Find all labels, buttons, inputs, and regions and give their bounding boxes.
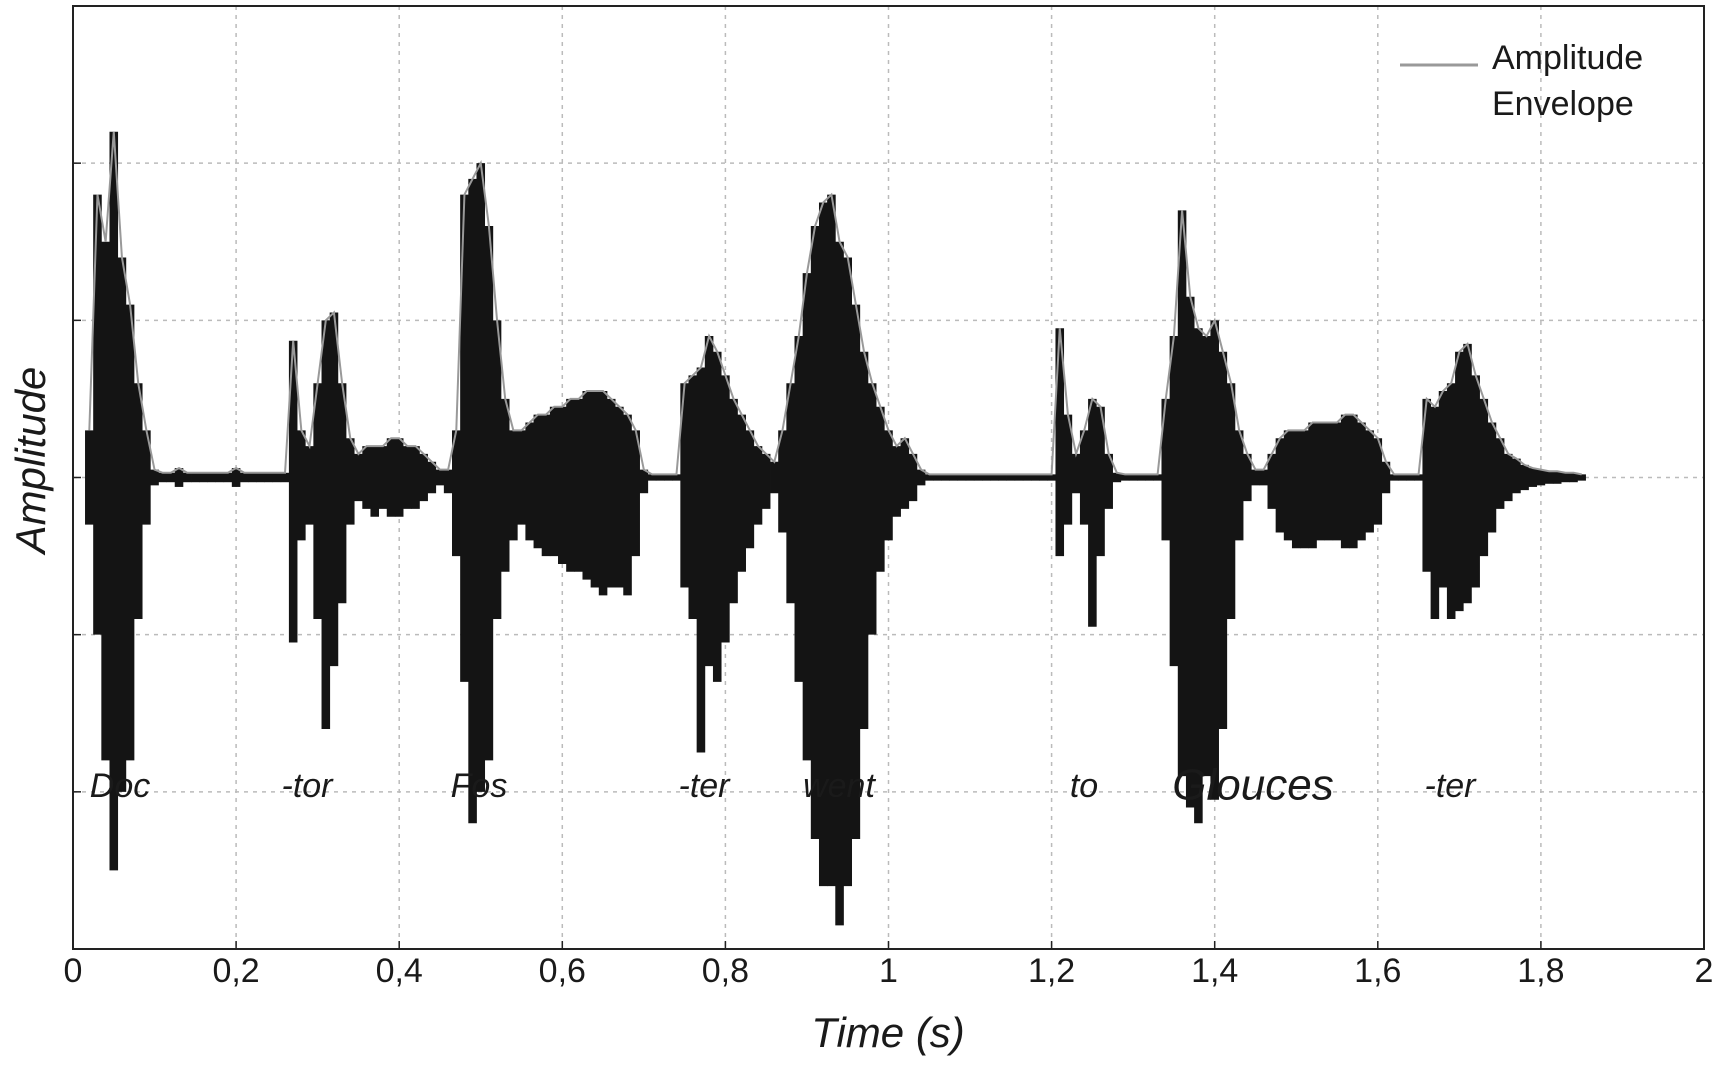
syllable-label: Doc [90, 767, 150, 805]
x-tick-label: 2 [1695, 952, 1714, 990]
syllable-label: Glouces [1172, 761, 1333, 810]
syllable-label: Fos [451, 767, 508, 805]
syllable-label: to [1070, 767, 1098, 805]
x-tick-label: 1,2 [1028, 952, 1075, 990]
syllable-label: went [803, 767, 876, 805]
x-tick-label: 0,4 [376, 952, 423, 990]
x-tick-label: 1,8 [1517, 952, 1564, 990]
y-axis-title: Amplitude [7, 367, 54, 557]
x-tick-label: 0,2 [212, 952, 259, 990]
x-tick-label: 1 [879, 952, 898, 990]
x-tick-label: 1,6 [1354, 952, 1401, 990]
x-tick-label: 1,4 [1191, 952, 1238, 990]
syllable-label: -ter [679, 767, 732, 805]
envelope-line [88, 131, 1582, 476]
x-tick-label: 0,8 [702, 952, 749, 990]
syllable-label: -tor [282, 767, 335, 805]
x-axis-title: Time (s) [811, 1009, 965, 1056]
plot-frame [72, 5, 1705, 950]
syllable-label: -ter [1425, 767, 1478, 805]
legend-label: Amplitude Envelope [1492, 39, 1643, 123]
x-tick-label: 0,6 [539, 952, 586, 990]
x-tick-label: 0 [64, 952, 83, 990]
